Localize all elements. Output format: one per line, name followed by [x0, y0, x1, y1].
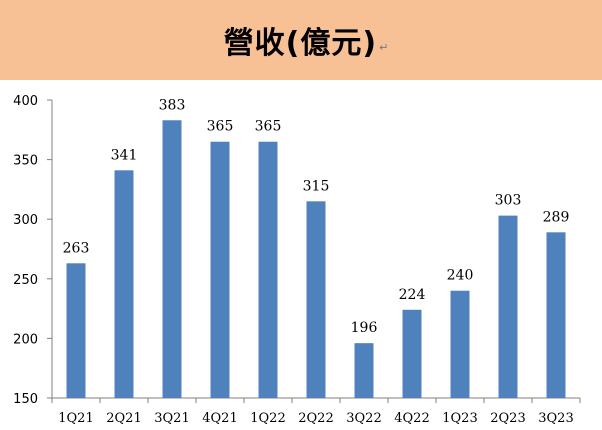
category-label-3Q21: 3Q21	[154, 411, 189, 426]
bar-3Q23	[546, 232, 566, 398]
data-labels-group: 263 341 383 365 365 315 196 224 240 303 289	[63, 97, 570, 336]
bar-1Q21	[66, 263, 86, 398]
data-label-3Q21: 383	[159, 97, 186, 113]
category-label-2Q23: 2Q23	[490, 411, 525, 426]
bar-3Q22	[354, 343, 374, 398]
category-label-1Q22: 1Q22	[250, 411, 285, 426]
category-label-3Q22: 3Q22	[346, 411, 381, 426]
y-axis-ticks: 150 200 250 300 350 400	[13, 94, 581, 407]
bar-1Q22	[258, 141, 278, 398]
y-tick-label: 200	[13, 332, 38, 347]
data-label-3Q23: 289	[543, 209, 570, 225]
title-banner: 營收(億元) ↵	[0, 0, 602, 80]
category-label-4Q22: 4Q22	[394, 411, 429, 426]
category-label-2Q22: 2Q22	[298, 411, 333, 426]
y-tick-label: 150	[13, 392, 38, 407]
data-label-2Q23: 303	[495, 193, 522, 209]
data-label-2Q22: 315	[303, 178, 330, 194]
y-tick-label: 250	[13, 273, 38, 288]
data-label-1Q23: 240	[447, 268, 474, 284]
y-tick-label: 350	[13, 154, 38, 169]
category-label-2Q21: 2Q21	[106, 411, 141, 426]
bar-2Q21	[114, 170, 134, 398]
category-label-1Q21: 1Q21	[58, 411, 93, 426]
bar-2Q22	[306, 201, 326, 398]
category-label-3Q23: 3Q23	[538, 411, 573, 426]
y-tick-label: 300	[13, 213, 38, 228]
bars-group	[66, 120, 566, 398]
data-label-1Q21: 263	[63, 240, 90, 256]
bar-3Q21	[162, 120, 182, 398]
category-label-4Q21: 4Q21	[202, 411, 237, 426]
paragraph-mark-icon: ↵	[379, 40, 389, 54]
y-tick-label: 400	[13, 94, 38, 109]
data-label-4Q21: 365	[207, 119, 234, 135]
bar-4Q21	[210, 141, 230, 398]
data-label-4Q22: 224	[399, 287, 426, 303]
data-label-1Q22: 365	[255, 119, 282, 135]
data-label-2Q21: 341	[111, 147, 138, 163]
bar-chart: 150 200 250 300 350 400 263 341 383 365 365 315 196…	[13, 94, 581, 426]
bar-4Q22	[402, 309, 422, 398]
data-label-3Q22: 196	[351, 320, 378, 336]
category-label-1Q23: 1Q23	[442, 411, 477, 426]
category-labels-group: 1Q21 2Q21 3Q21 4Q21 1Q22 2Q22 3Q22 4Q22 1Q23 2Q23…	[58, 411, 573, 426]
bar-2Q23	[498, 215, 518, 398]
chart-title: 營收(億元)	[223, 26, 378, 61]
bar-1Q23	[450, 290, 470, 398]
